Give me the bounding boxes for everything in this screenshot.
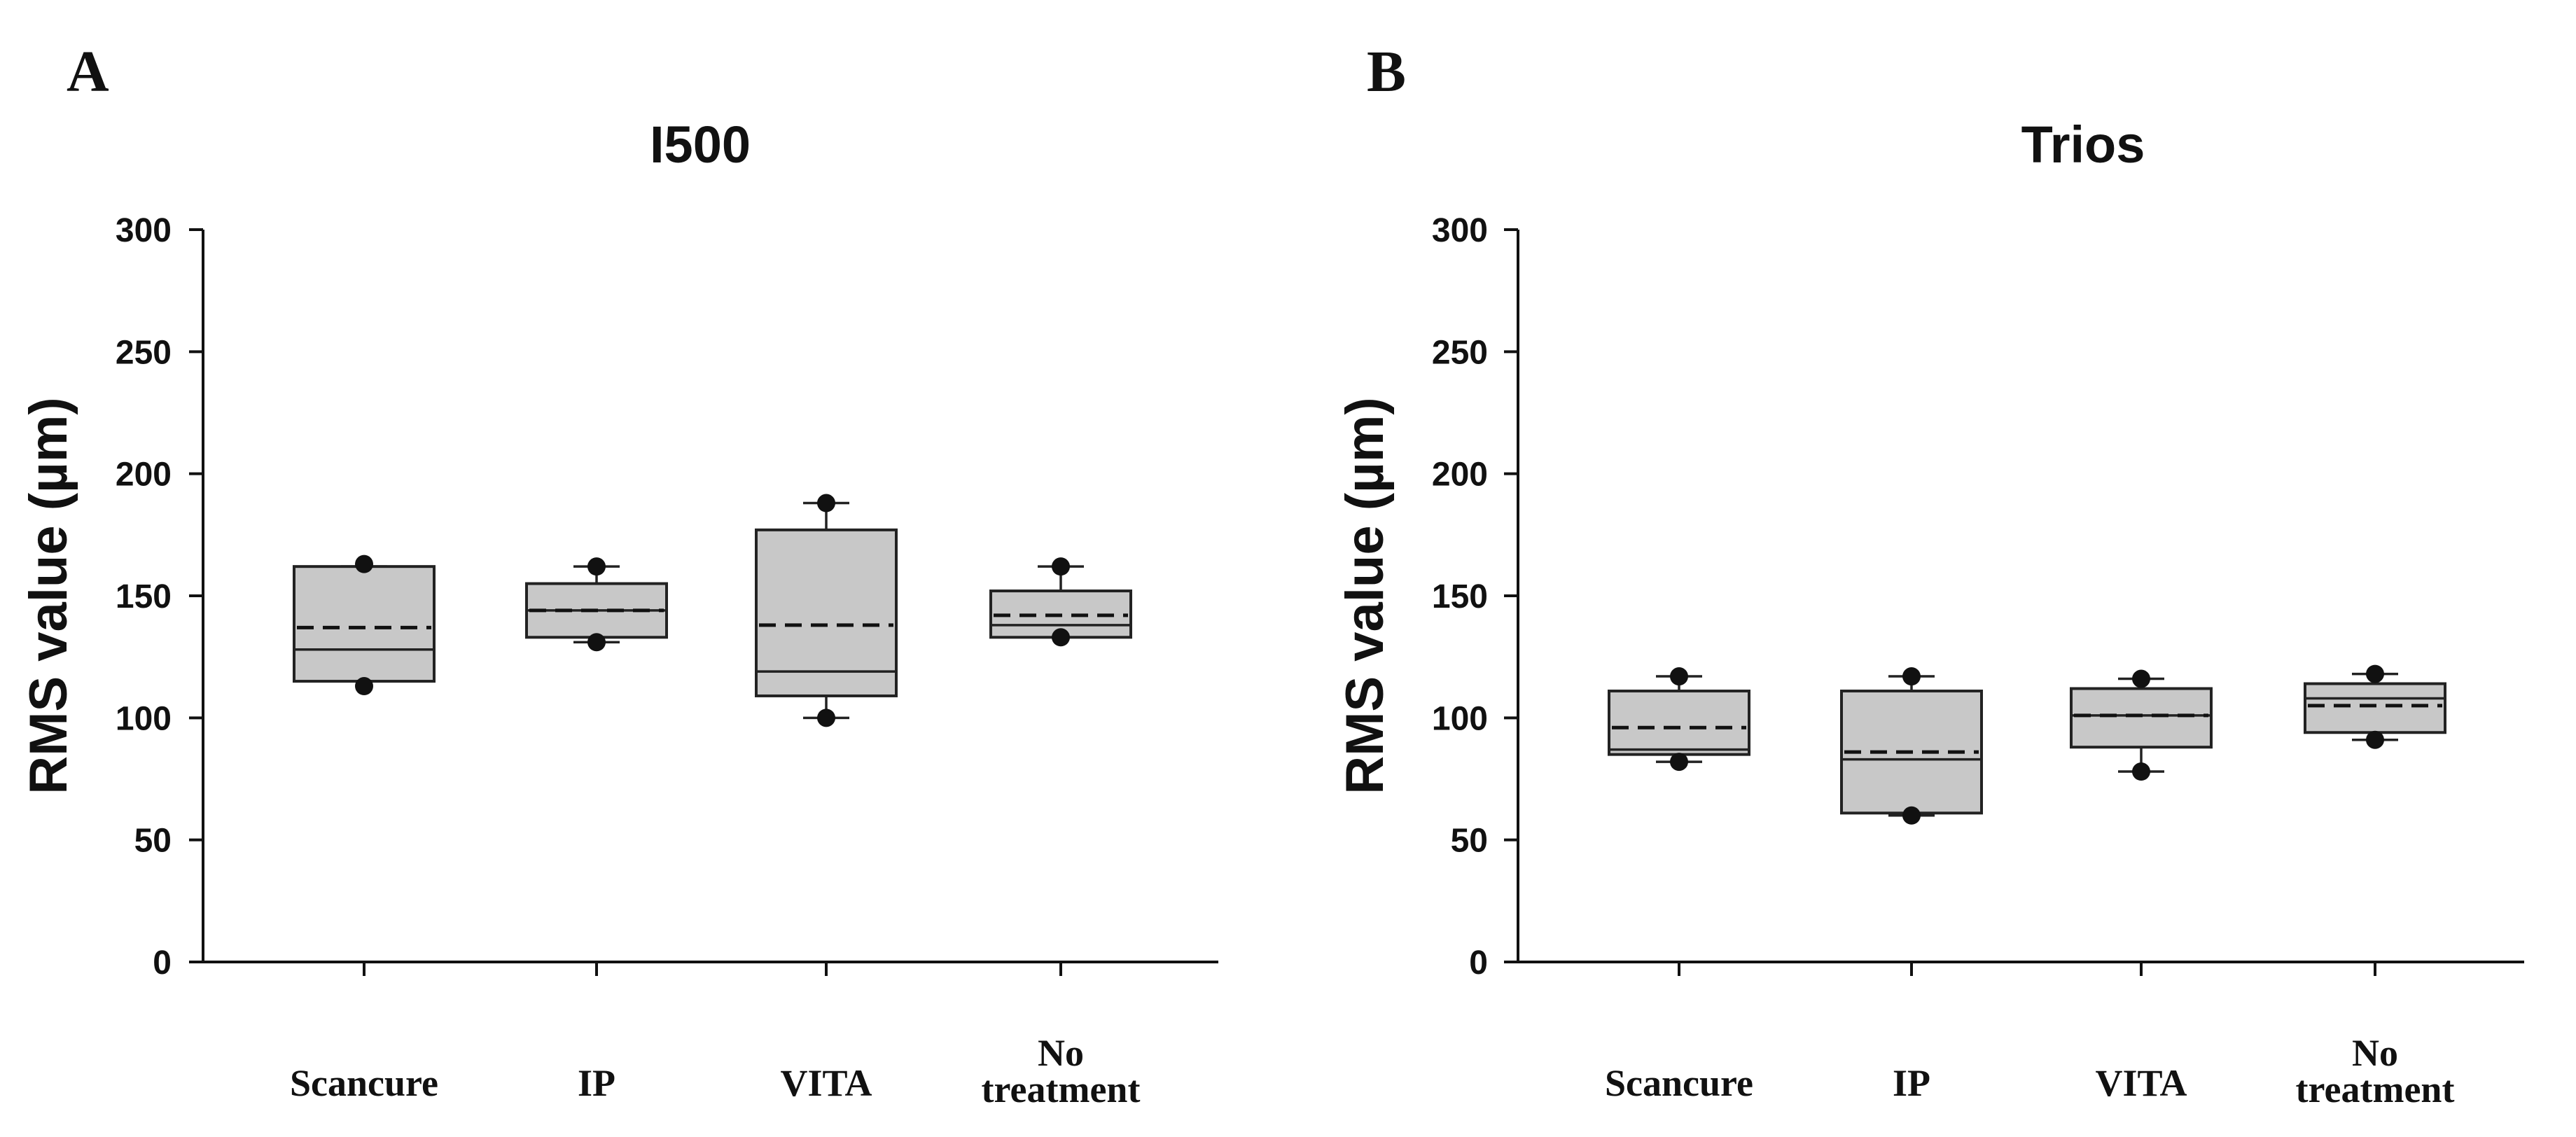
y-tick-label: 200 — [1432, 456, 1488, 494]
x-tick-label-line: No — [2352, 1032, 2398, 1074]
outlier-point — [1670, 667, 1688, 686]
x-tick-label: IP — [1893, 1062, 1930, 1104]
y-tick-label: 0 — [153, 944, 172, 982]
y-tick-label: 50 — [134, 823, 172, 860]
y-tick-label: 0 — [1469, 944, 1488, 982]
outlier-point — [355, 554, 373, 573]
y-tick-label: 300 — [1432, 212, 1488, 249]
box-group: IP — [1840, 667, 1983, 1104]
panel-letter: A — [67, 39, 109, 104]
chart-title: I500 — [650, 116, 751, 174]
y-tick-label: 100 — [116, 700, 172, 737]
outlier-point — [2132, 762, 2150, 781]
x-tick-label: Scancure — [1605, 1062, 1753, 1104]
x-tick-label: Scancure — [290, 1062, 438, 1104]
y-axis-label: RMS value (µm) — [1335, 397, 1395, 794]
outlier-point — [1052, 557, 1070, 576]
x-tick-label: VITA — [2095, 1062, 2187, 1104]
chart-title: Trios — [2021, 116, 2145, 174]
y-tick-label: 150 — [116, 578, 172, 615]
y-tick-label: 50 — [1451, 823, 1488, 860]
box-group: No treatment — [982, 557, 1141, 1110]
y-tick-label: 250 — [1432, 334, 1488, 371]
y-tick-label: 250 — [116, 334, 172, 371]
panel-a: A I500 RMS value (µm) 0 50 100 150 200 250 300 Sca… — [19, 39, 1218, 1110]
y-axis-label: RMS value (µm) — [19, 397, 78, 794]
box-group: No treatment — [2296, 664, 2455, 1110]
box-group: Scancure — [290, 554, 438, 1104]
box-group: VITA — [755, 494, 898, 1104]
outlier-point — [587, 557, 606, 576]
outlier-point — [2366, 730, 2384, 749]
x-tick-label-line: treatment — [2296, 1068, 2455, 1110]
y-tick-label: 100 — [1432, 700, 1488, 737]
outlier-point — [1902, 806, 1921, 825]
iqr-box — [2070, 687, 2213, 749]
outlier-point — [2132, 669, 2150, 688]
x-tick-label: VITA — [780, 1062, 872, 1104]
x-tick-label: No treatment — [982, 1032, 1141, 1110]
outlier-point — [1052, 628, 1070, 647]
iqr-box — [2304, 682, 2446, 734]
x-tick-label: IP — [578, 1062, 615, 1104]
box-group: Scancure — [1605, 667, 1753, 1104]
iqr-box — [1608, 689, 1750, 756]
outlier-point — [1902, 667, 1921, 686]
box-group: VITA — [2070, 669, 2213, 1104]
outlier-point — [817, 709, 835, 727]
y-tick-label: 200 — [116, 456, 172, 494]
x-tick-label-line: treatment — [982, 1068, 1141, 1110]
y-tick-label: 300 — [116, 212, 172, 249]
box-group: IP — [525, 557, 668, 1104]
y-tick-label: 150 — [1432, 578, 1488, 615]
outlier-point — [587, 633, 606, 652]
x-tick-label: No treatment — [2296, 1032, 2455, 1110]
iqr-box — [293, 565, 436, 683]
outlier-point — [355, 677, 373, 696]
iqr-box — [755, 528, 898, 697]
panel-b: B Trios RMS value (µm) 0 50 100 150 200 250 300 Sc… — [1335, 39, 2524, 1110]
panel-letter: B — [1367, 39, 1406, 104]
outlier-point — [2366, 664, 2384, 683]
outlier-point — [817, 494, 835, 512]
x-tick-label-line: No — [1038, 1032, 1084, 1074]
outlier-point — [1670, 753, 1688, 772]
